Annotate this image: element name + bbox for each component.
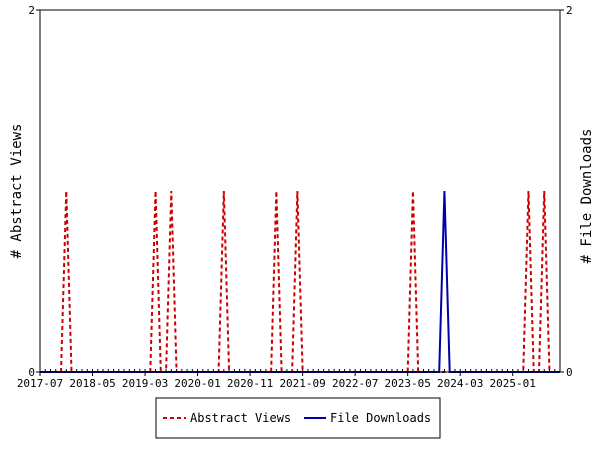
x-tick-label: 2017-07 bbox=[17, 377, 63, 390]
y-left-tick-label: 0 bbox=[28, 366, 35, 379]
x-tick-label: 2020-11 bbox=[227, 377, 273, 390]
plot-area-frame bbox=[39, 9, 561, 373]
tick-labels: 2017-07 2018-05 2019-03 2020-01 2020-11 2021-… bbox=[17, 4, 573, 390]
y-left-tick-label: 2 bbox=[28, 4, 35, 17]
legend-label-file-downloads: File Downloads bbox=[330, 411, 431, 425]
x-tick-label: 2020-01 bbox=[174, 377, 220, 390]
x-tick-label: 2018-05 bbox=[69, 377, 115, 390]
x-tick-label: 2022-07 bbox=[332, 377, 378, 390]
legend: Abstract Views File Downloads bbox=[155, 397, 441, 439]
y-axis-right-title: # File Downloads bbox=[579, 129, 595, 264]
legend-box bbox=[155, 397, 441, 439]
y-right-tick-label: 0 bbox=[566, 366, 573, 379]
y-right-tick-label: 2 bbox=[566, 4, 573, 17]
x-tick-label: 2024-03 bbox=[437, 377, 483, 390]
legend-label-abstract-views: Abstract Views bbox=[190, 411, 291, 425]
y-axis-left-title: # Abstract Views bbox=[9, 124, 25, 259]
x-tick-label: 2021-09 bbox=[279, 377, 325, 390]
x-tick-label: 2023-05 bbox=[384, 377, 430, 390]
x-tick-label: 2019-03 bbox=[122, 377, 168, 390]
x-tick-label: 2025-01 bbox=[490, 377, 536, 390]
